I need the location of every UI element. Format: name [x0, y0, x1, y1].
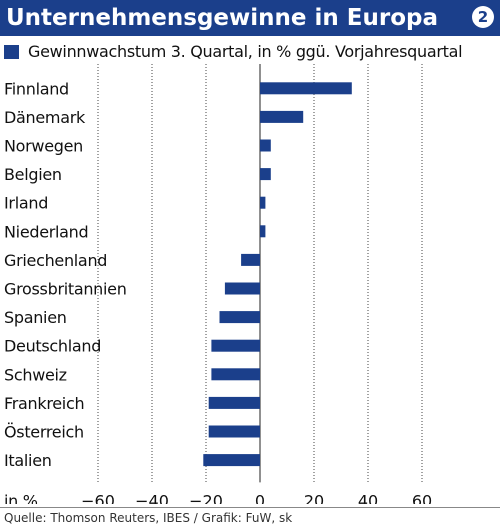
x-tick-label-3: 0 [255, 491, 265, 504]
bar-1 [260, 110, 304, 123]
bar-12 [208, 425, 260, 438]
bar-chart: Finnland Dänemark Norwegen Belgien Irland Nie… [4, 64, 432, 504]
category-label-8: Spanien [4, 308, 67, 327]
bar-13 [203, 454, 260, 467]
chart-title: Unternehmensgewinne in Europa [6, 5, 438, 31]
bar-10 [211, 368, 260, 381]
bar-2 [260, 139, 271, 152]
x-tick-label-2: −20 [189, 491, 223, 504]
bar-3 [260, 168, 271, 181]
category-label-12: Österreich [4, 423, 84, 442]
bar-9 [211, 339, 260, 352]
bar-8 [219, 311, 260, 324]
bar-5 [260, 225, 266, 238]
category-label-0: Finnland [4, 79, 69, 98]
title-bar: Unternehmensgewinne in Europa 2 [0, 0, 500, 36]
legend-label: Gewinnwachstum 3. Quartal, in % ggü. Vor… [28, 42, 463, 61]
category-label-5: Niederland [4, 222, 88, 241]
x-tick-label-6: 60 [412, 491, 432, 504]
category-label-11: Frankreich [4, 394, 84, 413]
x-tick-label-0: −60 [81, 491, 115, 504]
category-label-2: Norwegen [4, 137, 83, 156]
source-divider [0, 507, 500, 508]
legend-swatch [4, 45, 19, 59]
x-axis-label: in % [4, 491, 38, 504]
category-label-9: Deutschland [4, 337, 101, 356]
category-label-3: Belgien [4, 165, 62, 184]
category-label-7: Grossbritannien [4, 280, 127, 299]
x-tick-label-4: 20 [304, 491, 324, 504]
source-note: Quelle: Thomson Reuters, IBES / Grafik: … [4, 511, 293, 525]
category-label-10: Schweiz [4, 365, 67, 384]
bar-11 [208, 396, 260, 409]
bar-4 [260, 196, 266, 209]
category-label-1: Dänemark [4, 108, 86, 127]
bar-6 [241, 253, 260, 266]
category-label-6: Griechenland [4, 251, 107, 270]
category-label-13: Italien [4, 451, 52, 470]
category-label-4: Irland [4, 194, 48, 213]
bar-7 [224, 282, 260, 295]
x-tick-label-5: 40 [358, 491, 378, 504]
x-tick-label-1: −40 [135, 491, 169, 504]
chart-number-badge: 2 [472, 6, 494, 28]
bar-0 [260, 82, 352, 95]
